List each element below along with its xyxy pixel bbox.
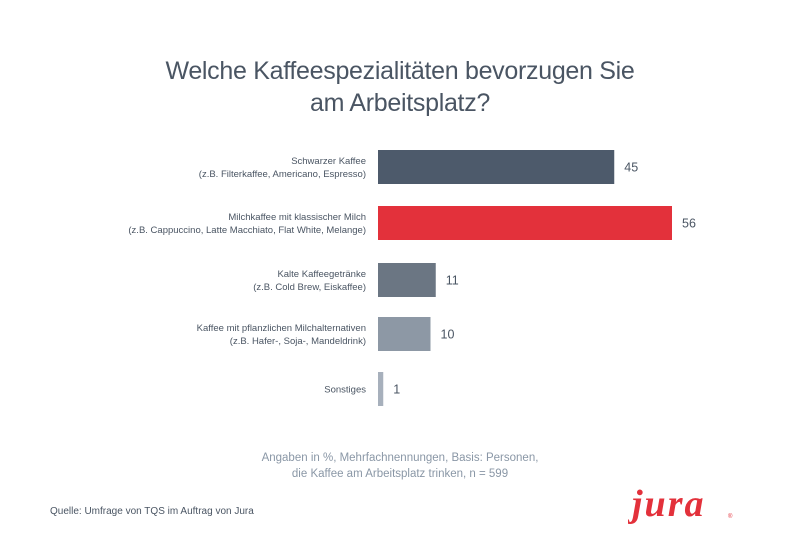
category-label-5-line-1: Sonstiges [324, 385, 366, 396]
source-text: Quelle: Umfrage von TQS im Auftrag von J… [50, 506, 254, 517]
bar-3 [378, 263, 436, 297]
category-label-1-line-1: Schwarzer Kaffee [291, 156, 366, 167]
category-label-4-line-2: (z.B. Hafer-, Soja-, Mandeldrink) [230, 336, 366, 347]
value-label-4: 10 [441, 328, 455, 342]
category-label-3-line-2: (z.B. Cold Brew, Eiskaffee) [253, 282, 366, 293]
value-label-1: 45 [624, 161, 638, 175]
svg-text:jura: jura [628, 484, 705, 525]
category-label-1-line-2: (z.B. Filterkaffee, Americano, Espresso) [199, 169, 366, 180]
chart-title-line-1: Welche Kaffeespezialitäten bevorzugen Si… [165, 57, 635, 85]
bar-1 [378, 150, 615, 184]
value-label-5: 1 [393, 383, 400, 397]
value-label-2: 56 [682, 217, 696, 231]
jura-logo: jura ® [628, 484, 733, 525]
value-label-3: 11 [446, 274, 459, 288]
bar-2 [378, 206, 672, 240]
svg-text:®: ® [728, 513, 733, 520]
category-label-2-line-2: (z.B. Cappuccino, Latte Macchiato, Flat … [128, 225, 366, 236]
category-label-3-line-1: Kalte Kaffeegetränke [277, 269, 366, 280]
chart-note-line-2: die Kaffee am Arbeitsplatz trinken, n = … [291, 468, 509, 480]
chart-title-line-2: am Arbeitsplatz? [309, 89, 490, 117]
chart-title: Welche Kaffeespezialitäten bevorzugen Si… [0, 55, 800, 119]
bar-5 [378, 372, 384, 406]
chart-note-line-1: Angaben in %, Mehrfachnennungen, Basis: … [261, 452, 539, 464]
bar-4 [378, 317, 431, 351]
chart-note: Angaben in %, Mehrfachnennungen, Basis: … [0, 450, 800, 482]
category-label-4-line-1: Kaffee mit pflanzlichen Milchalternative… [197, 323, 366, 334]
category-label-2-line-1: Milchkaffee mit klassischer Milch [228, 212, 366, 223]
